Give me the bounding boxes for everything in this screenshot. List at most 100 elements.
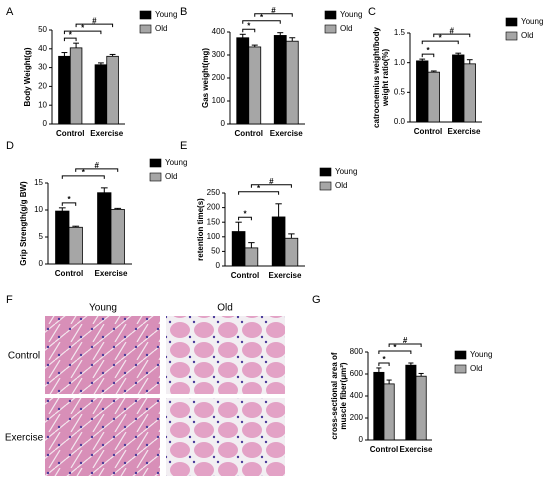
bar xyxy=(285,40,299,125)
bar xyxy=(415,375,427,441)
histology-panel: F Young Old Control Exercise xyxy=(5,294,285,476)
legend-swatch xyxy=(454,350,467,360)
legend-swatch xyxy=(324,10,337,20)
y-axis-label: Gas weight(mg) xyxy=(201,48,210,108)
bar xyxy=(463,63,476,123)
legend-label: Young xyxy=(155,10,177,19)
y-axis-label: catrocnemius weight/body xyxy=(372,26,381,127)
row-label: Exercise xyxy=(5,433,44,444)
x-tick-label: Exercise xyxy=(270,129,303,138)
y-tick-label: 1.0 xyxy=(394,58,406,67)
panel-label: E xyxy=(180,140,187,152)
bar xyxy=(383,383,395,441)
y-axis-label: weight ratio(%) xyxy=(381,49,390,108)
panel-label: A xyxy=(6,6,14,18)
y-tick-label: 0 xyxy=(43,119,48,128)
y-tick-label: 0 xyxy=(221,119,226,128)
image xyxy=(45,398,160,476)
legend-label: Young xyxy=(470,350,492,359)
y-axis-label: muscle fiber(μm²) xyxy=(339,362,348,429)
bar xyxy=(271,216,286,267)
significance-label: * xyxy=(69,30,73,39)
image xyxy=(166,316,285,394)
panel-label: C xyxy=(368,6,376,18)
bar xyxy=(236,37,250,125)
bar xyxy=(110,209,125,265)
bar xyxy=(68,226,83,265)
bar xyxy=(416,60,429,123)
bar xyxy=(273,35,287,125)
panel-label: D xyxy=(6,140,14,152)
bar xyxy=(373,371,385,441)
bar xyxy=(244,247,259,267)
legend-swatch xyxy=(319,167,332,177)
y-tick-label: 200 xyxy=(350,413,364,422)
bar xyxy=(94,64,108,125)
column-label: Young xyxy=(89,303,117,314)
significance-bracket xyxy=(61,202,77,206)
significance-label: # xyxy=(403,336,408,345)
legend-label: Young xyxy=(335,167,357,176)
y-axis-label: Body Weight(g) xyxy=(23,47,32,106)
legend-label: Old xyxy=(165,172,177,181)
image xyxy=(45,316,160,394)
y-tick-label: 100 xyxy=(212,96,226,105)
significance-label: # xyxy=(92,16,97,25)
legend-swatch xyxy=(139,10,152,20)
y-tick-label: 150 xyxy=(207,217,221,226)
significance-label: # xyxy=(94,161,99,170)
legend-swatch xyxy=(149,158,162,168)
x-tick-label: Exercise xyxy=(90,129,123,138)
y-tick-label: 600 xyxy=(350,369,364,378)
significance-label: * xyxy=(81,23,85,32)
significance-bracket xyxy=(242,20,281,24)
chart: C 0.0 0.5 1.0 1.5 catrocnemius weight/body wei… xyxy=(368,6,543,136)
y-tick-label: 5 xyxy=(39,232,44,241)
y-tick-label: 10 xyxy=(38,100,47,109)
legend-label: Young xyxy=(521,17,543,26)
x-tick-label: Control xyxy=(55,269,83,278)
y-tick-label: 300 xyxy=(212,50,226,59)
significance-label: * xyxy=(243,209,247,218)
x-tick-label: Exercise xyxy=(448,127,481,136)
bar xyxy=(231,231,246,267)
y-tick-label: 50 xyxy=(38,25,47,34)
y-tick-label: 0.0 xyxy=(394,117,406,126)
significance-bracket xyxy=(75,168,119,172)
legend-swatch xyxy=(454,364,467,374)
bar xyxy=(405,364,417,441)
legend-label: Young xyxy=(165,158,187,167)
significance-label: * xyxy=(439,33,443,42)
bar xyxy=(248,46,262,125)
significance-label: # xyxy=(450,26,455,35)
significance-label: * xyxy=(426,46,430,55)
x-tick-label: Control xyxy=(231,271,259,280)
bar xyxy=(284,237,299,267)
legend-swatch xyxy=(149,172,162,182)
significance-bracket xyxy=(421,53,435,58)
y-tick-label: 10 xyxy=(34,205,43,214)
significance-bracket xyxy=(254,13,293,17)
y-tick-label: 200 xyxy=(207,203,221,212)
significance-label: * xyxy=(67,195,71,204)
chart: A 0 10 20 30 40 50 Body Weight(g) Control Exercis… xyxy=(6,6,177,138)
panel-label: F xyxy=(6,294,13,306)
y-tick-label: 800 xyxy=(350,347,364,356)
significance-label: * xyxy=(247,21,251,30)
significance-bracket xyxy=(63,30,102,35)
bar xyxy=(55,210,70,265)
significance-bracket xyxy=(242,28,256,33)
x-tick-label: Exercise xyxy=(269,271,302,280)
y-axis-label: cross-sectional area of xyxy=(330,352,339,439)
legend-swatch xyxy=(319,181,332,191)
legend-label: Old xyxy=(155,24,167,33)
x-tick-label: Control xyxy=(235,129,263,138)
significance-bracket xyxy=(61,175,105,179)
y-tick-label: 15 xyxy=(34,178,43,187)
significance-bracket xyxy=(63,37,77,42)
y-tick-label: 0 xyxy=(359,435,364,444)
significance-bracket xyxy=(378,362,390,366)
